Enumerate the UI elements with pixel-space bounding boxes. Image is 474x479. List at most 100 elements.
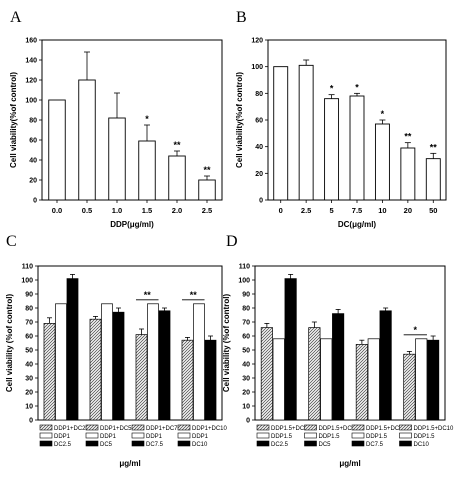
- bar: [284, 278, 297, 421]
- panel-letter: B: [236, 9, 247, 26]
- significance-mark: *: [145, 114, 149, 124]
- legend-label: DDP1: [100, 434, 117, 440]
- bar: [204, 339, 217, 421]
- y-tick-label: 20: [242, 390, 250, 397]
- legend-swatch: [351, 424, 365, 431]
- significance-mark: **: [173, 140, 181, 150]
- legend-label: DDP1.5: [271, 434, 293, 440]
- bar: [272, 338, 285, 421]
- bar: [89, 318, 102, 421]
- y-tick-label: 70: [242, 320, 250, 327]
- legend-swatch: [131, 440, 145, 447]
- bar: [320, 338, 333, 421]
- y-tick-label: 80: [242, 306, 250, 313]
- bar: [379, 310, 392, 421]
- y-tick-label: 80: [29, 118, 37, 125]
- x-tick-label: 10: [378, 206, 386, 215]
- plot-frame: [254, 265, 446, 421]
- x-tick-label: 7.5: [352, 206, 362, 215]
- bar: [355, 344, 368, 421]
- legend-label: DDP1+DC2.5: [54, 426, 91, 432]
- y-tick-label: 40: [29, 158, 37, 165]
- x-tick-label: 0.0: [52, 206, 62, 215]
- x-tick-label: 0.5: [82, 206, 92, 215]
- legend-swatch: [177, 432, 191, 439]
- legend-swatch: [351, 432, 365, 439]
- legend-label: DDP1+DC10: [192, 426, 228, 432]
- y-axis-title: Cell viability (%of control): [5, 294, 14, 393]
- x-axis-title: DC(μg/ml): [338, 220, 377, 229]
- legend-label: DC10: [414, 442, 430, 448]
- bar: [367, 338, 380, 421]
- legend-label: DDP1.5+DC7.5: [366, 426, 408, 432]
- legend-swatch: [304, 432, 317, 439]
- bar: [66, 278, 79, 421]
- legend-label: DC5: [100, 442, 113, 448]
- y-tick-label: 80: [255, 91, 263, 98]
- x-tick-label: 50: [429, 206, 437, 215]
- bar: [425, 158, 441, 201]
- bar: [349, 95, 365, 201]
- y-tick-label: 60: [25, 334, 33, 341]
- legend-label: DDP1: [54, 434, 71, 440]
- y-tick-label: 50: [25, 348, 33, 355]
- x-tick-label: 2.0: [172, 206, 182, 215]
- legend-label: DC7.5: [366, 442, 384, 448]
- y-tick-label: 40: [242, 362, 250, 369]
- legend-swatch: [131, 432, 145, 439]
- y-tick-label: 0: [33, 198, 37, 205]
- bar: [78, 79, 96, 201]
- x-tick-label: 2.5: [301, 206, 311, 215]
- significance-mark: **: [190, 290, 198, 300]
- bar: [147, 303, 159, 421]
- y-tick-label: 120: [25, 78, 37, 85]
- y-tick-label: 0: [246, 418, 250, 425]
- legend-label: DDP1+DC5: [100, 426, 132, 432]
- y-tick-label: 80: [25, 306, 33, 313]
- legend-label: DDP1.5: [414, 434, 436, 440]
- significance-mark: **: [430, 142, 438, 152]
- legend-swatch: [351, 440, 365, 447]
- significance-mark: **: [203, 165, 211, 175]
- bar: [427, 339, 440, 421]
- legend-swatch: [85, 440, 99, 447]
- legend-label: DC2.5: [54, 442, 72, 448]
- y-tick-label: 90: [25, 292, 33, 299]
- y-tick-label: 140: [25, 58, 37, 65]
- bar: [400, 147, 416, 201]
- y-tick-label: 10: [25, 404, 33, 411]
- legend-swatch: [177, 440, 191, 447]
- panel-letter: A: [10, 9, 22, 26]
- x-tick-label: 0: [279, 206, 283, 215]
- y-tick-label: 100: [238, 278, 250, 285]
- bar: [48, 99, 66, 201]
- y-tick-label: 100: [25, 98, 37, 105]
- legend-swatch: [304, 440, 317, 447]
- significance-mark: *: [414, 325, 418, 335]
- y-axis-title: Cell viability(%of control): [235, 72, 244, 168]
- legend-label: DC7.5: [146, 442, 164, 448]
- legend-swatch: [304, 424, 317, 431]
- y-tick-label: 100: [251, 64, 263, 71]
- y-tick-label: 90: [242, 292, 250, 299]
- significance-mark: **: [404, 132, 412, 142]
- legend-swatch: [85, 424, 99, 431]
- bar: [158, 310, 171, 421]
- y-tick-label: 0: [29, 418, 33, 425]
- legend-label: DC10: [192, 442, 208, 448]
- x-tick-label: 20: [404, 206, 412, 215]
- legend-swatch: [399, 424, 412, 431]
- y-tick-label: 40: [25, 362, 33, 369]
- significance-mark: *: [330, 84, 334, 94]
- significance-mark: **: [144, 290, 152, 300]
- legend-swatch: [85, 432, 99, 439]
- y-axis-title: Cell viability (%of control): [222, 294, 231, 393]
- bar: [374, 123, 390, 201]
- plot-frame: [37, 265, 223, 421]
- x-tick-label: 2.5: [202, 206, 212, 215]
- legend-swatch: [39, 432, 53, 439]
- y-tick-label: 20: [29, 178, 37, 185]
- legend-label: DDP1: [146, 434, 163, 440]
- y-tick-label: 100: [21, 278, 33, 285]
